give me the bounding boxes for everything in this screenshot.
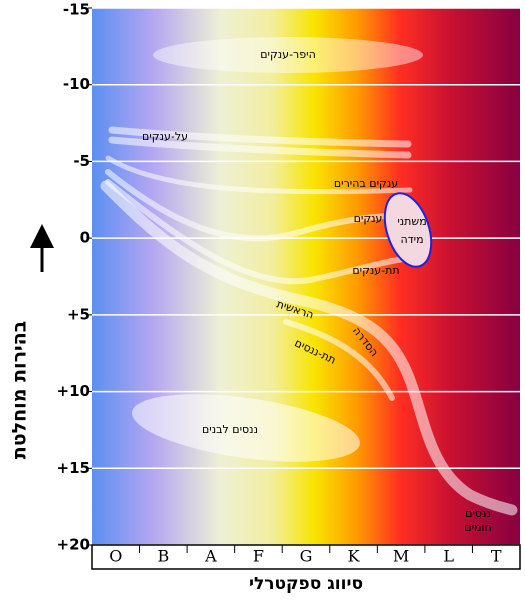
y-tick-label: -15: [63, 1, 90, 19]
hypergiant-region: [153, 37, 423, 73]
x-tick-label: O: [109, 547, 122, 566]
annotation: ננסים לבנים: [202, 423, 258, 436]
y-tick-label: +20: [57, 536, 90, 554]
annotation: משתני: [397, 215, 426, 228]
x-axis-box: [91, 544, 521, 570]
subgiant-band: [105, 179, 413, 285]
x-axis-label: סיווג ספקטרלי: [249, 574, 363, 594]
annotation: היפר-ענקים: [260, 48, 316, 61]
giant-band: [105, 169, 413, 242]
x-tick-label: A: [204, 547, 217, 566]
y-axis-label: בהירות מוחלטת: [9, 321, 31, 460]
spectrum-background: [92, 8, 520, 545]
bright-giant-band: [105, 155, 413, 195]
annotation: ננסים: [465, 507, 491, 520]
annotation: חומים: [464, 521, 491, 534]
y-tick-label: -5: [73, 152, 90, 170]
annotation: על-ענקים: [142, 130, 188, 143]
annotation: ענקים: [354, 212, 383, 225]
annotation: מידה: [400, 233, 423, 246]
annotation: תת-ענקים: [352, 264, 399, 277]
x-tick-label: F: [253, 547, 264, 566]
annotation: ענקים בהירים: [334, 177, 398, 190]
y-tick-label: +15: [57, 459, 90, 477]
supergiant-band: [108, 126, 412, 159]
y-tick-label: +5: [67, 305, 90, 323]
x-tick-label: T: [491, 547, 502, 566]
x-tick-label: L: [443, 547, 454, 566]
x-tick-label: B: [157, 547, 169, 566]
white-dwarf-region: [132, 394, 360, 462]
main-sequence: [100, 180, 518, 516]
subdwarf-band: [283, 319, 395, 401]
x-tick-label: G: [300, 547, 313, 566]
y-tick-label: -10: [63, 75, 90, 93]
variable-stars-region: [383, 192, 433, 268]
x-tick-label: K: [348, 547, 361, 566]
y-tick-label: 0: [80, 229, 90, 247]
x-tick-label: M: [393, 547, 409, 566]
y-tick-label: +10: [57, 382, 90, 400]
